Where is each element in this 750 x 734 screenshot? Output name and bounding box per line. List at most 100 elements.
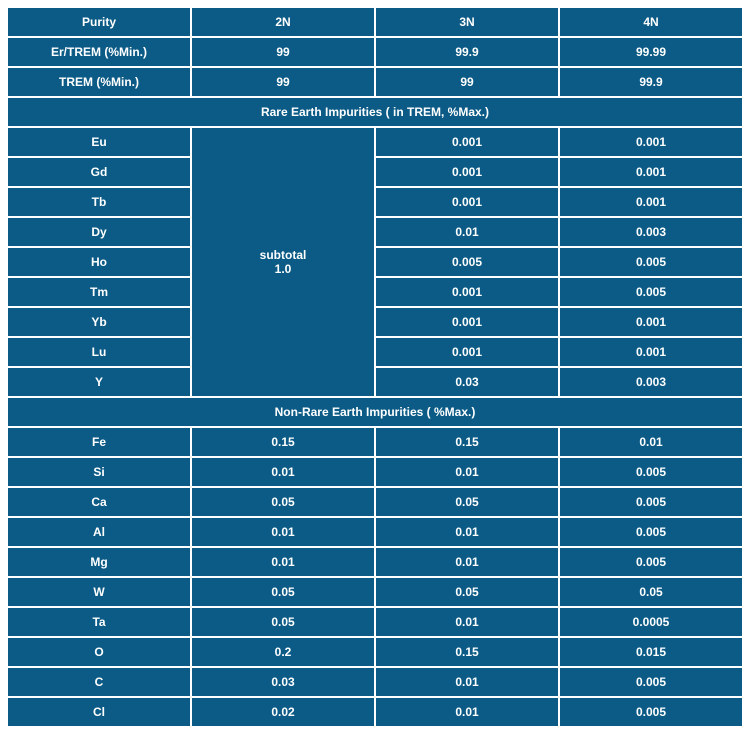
cell-4n: 0.005 (560, 548, 742, 576)
cell-3n: 0.01 (376, 458, 558, 486)
row-label: Ca (8, 488, 190, 516)
rare-earth-row: Eusubtotal1.00.0010.001 (8, 128, 742, 156)
cell-3n: 0.001 (376, 188, 558, 216)
cell-3n: 0.05 (376, 488, 558, 516)
cell-4n: 0.005 (560, 458, 742, 486)
row-label: W (8, 578, 190, 606)
rare-earth-row: Tm 0.0010.005 (8, 278, 742, 306)
cell-3n: 0.005 (376, 248, 558, 276)
cell-4n: 0.05 (560, 578, 742, 606)
cell-4n: 0.005 (560, 668, 742, 696)
cell-3n: 0.001 (376, 338, 558, 366)
row-label: O (8, 638, 190, 666)
row-label: Al (8, 518, 190, 546)
row-label: Fe (8, 428, 190, 456)
cell-4n: 0.005 (560, 698, 742, 726)
header-row: Purity2N3N4N (8, 8, 742, 36)
row-label: Ta (8, 608, 190, 636)
row-label: Tm (8, 278, 190, 306)
cell-4n: 0.003 (560, 218, 742, 246)
row-label: Dy (8, 218, 190, 246)
cell-4n: 0.001 (560, 308, 742, 336)
row-label: Gd (8, 158, 190, 186)
purity-row: Er/TREM (%Min.)9999.999.99 (8, 38, 742, 66)
cell-4n: 0.0005 (560, 608, 742, 636)
non-rare-earth-row: Si0.010.010.005 (8, 458, 742, 486)
cell-4n: 0.005 (560, 518, 742, 546)
rare-earth-row: Lu 0.0010.001 (8, 338, 742, 366)
cell-2n: 0.2 (192, 638, 374, 666)
non-rare-earth-row: C0.030.010.005 (8, 668, 742, 696)
purity-row: TREM (%Min.)999999.9 (8, 68, 742, 96)
cell-3n: 0.15 (376, 638, 558, 666)
col-header-purity: Purity (8, 8, 190, 36)
cell-3n: 0.01 (376, 668, 558, 696)
cell-2n: 0.01 (192, 548, 374, 576)
row-label: Ho (8, 248, 190, 276)
cell-3n: 0.01 (376, 548, 558, 576)
non-rare-earth-row: Cl0.020.010.005 (8, 698, 742, 726)
cell-3n: 0.01 (376, 608, 558, 636)
cell-2n: 0.01 (192, 458, 374, 486)
cell-2n: 0.03 (192, 668, 374, 696)
cell-3n: 0.001 (376, 128, 558, 156)
rare-earth-row: Gd 0.0010.001 (8, 158, 742, 186)
cell-4n: 99.9 (560, 68, 742, 96)
cell-2n: 0.02 (192, 698, 374, 726)
subtotal-cell: subtotal1.0 (192, 128, 374, 396)
row-label: Tb (8, 188, 190, 216)
col-header-4n: 4N (560, 8, 742, 36)
cell-3n: 0.01 (376, 698, 558, 726)
non-rare-earth-row: W0.050.050.05 (8, 578, 742, 606)
row-label: Er/TREM (%Min.) (8, 38, 190, 66)
cell-2n: 0.15 (192, 428, 374, 456)
cell-3n: 0.001 (376, 308, 558, 336)
cell-4n: 0.003 (560, 368, 742, 396)
non-rare-earth-row: Mg0.010.010.005 (8, 548, 742, 576)
cell-2n: 99 (192, 68, 374, 96)
cell-4n: 0.001 (560, 128, 742, 156)
cell-4n: 0.001 (560, 338, 742, 366)
cell-3n: 0.01 (376, 518, 558, 546)
cell-3n: 99.9 (376, 38, 558, 66)
cell-4n: 0.001 (560, 188, 742, 216)
rare-earth-row: Dy 0.010.003 (8, 218, 742, 246)
cell-4n: 0.01 (560, 428, 742, 456)
non-rare-earth-row: Ca0.050.050.005 (8, 488, 742, 516)
rare-earth-row: Tb 0.0010.001 (8, 188, 742, 216)
cell-4n: 0.001 (560, 158, 742, 186)
row-label: Yb (8, 308, 190, 336)
non-rare-earth-row: Ta0.050.010.0005 (8, 608, 742, 636)
section-row: Non-Rare Earth Impurities ( %Max.) (8, 398, 742, 426)
row-label: Eu (8, 128, 190, 156)
non-rare-earth-row: Al0.010.010.005 (8, 518, 742, 546)
cell-3n: 0.05 (376, 578, 558, 606)
rare-earth-row: Ho 0.0050.005 (8, 248, 742, 276)
section-title-non-rare-earth: Non-Rare Earth Impurities ( %Max.) (8, 398, 742, 426)
cell-2n: 0.05 (192, 608, 374, 636)
cell-3n: 0.001 (376, 278, 558, 306)
cell-2n: 0.05 (192, 578, 374, 606)
row-label: Cl (8, 698, 190, 726)
rare-earth-row: Y 0.030.003 (8, 368, 742, 396)
row-label: Lu (8, 338, 190, 366)
cell-3n: 0.03 (376, 368, 558, 396)
row-label: Mg (8, 548, 190, 576)
col-header-2n: 2N (192, 8, 374, 36)
cell-3n: 0.001 (376, 158, 558, 186)
col-header-3n: 3N (376, 8, 558, 36)
rare-earth-row: Yb 0.0010.001 (8, 308, 742, 336)
cell-4n: 0.005 (560, 278, 742, 306)
section-title-rare-earth: Rare Earth Impurities ( in TREM, %Max.) (8, 98, 742, 126)
cell-4n: 0.005 (560, 488, 742, 516)
section-row: Rare Earth Impurities ( in TREM, %Max.) (8, 98, 742, 126)
cell-4n: 0.005 (560, 248, 742, 276)
cell-3n: 0.15 (376, 428, 558, 456)
non-rare-earth-row: O0.20.150.015 (8, 638, 742, 666)
cell-2n: 99 (192, 38, 374, 66)
spec-table: Purity2N3N4NEr/TREM (%Min.)9999.999.99TR… (6, 6, 744, 728)
non-rare-earth-row: Fe0.150.150.01 (8, 428, 742, 456)
cell-3n: 0.01 (376, 218, 558, 246)
row-label: TREM (%Min.) (8, 68, 190, 96)
row-label: Y (8, 368, 190, 396)
